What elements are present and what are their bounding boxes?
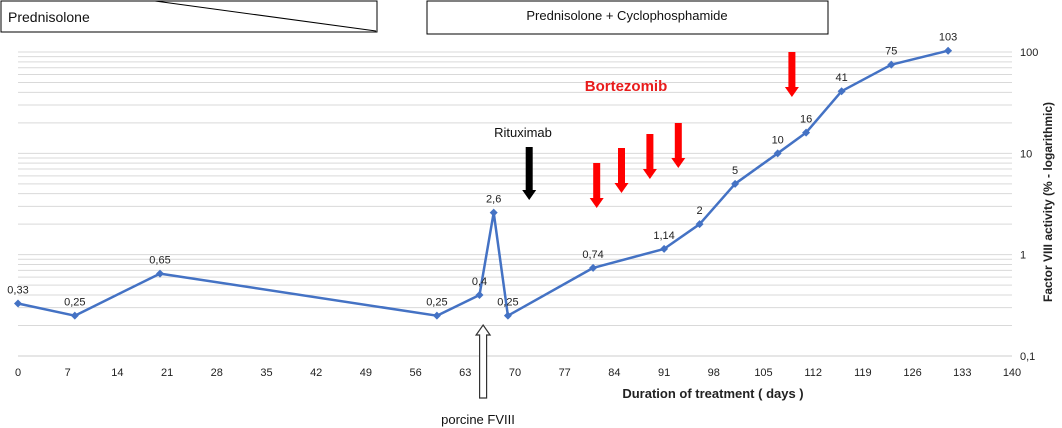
data-label: 103 (939, 32, 957, 44)
data-label: 0,25 (64, 297, 85, 309)
data-label: 41 (835, 72, 847, 84)
x-tick-label: 7 (65, 367, 71, 379)
data-label: 2,6 (486, 194, 501, 206)
data-label: 5 (732, 165, 738, 177)
x-tick-label: 112 (804, 367, 822, 379)
data-label: 0,25 (426, 297, 447, 309)
x-tick-label: 49 (360, 367, 372, 379)
prednisolone-box (0, 0, 378, 33)
bortezomib-label: Bortezomib (585, 78, 668, 95)
porcine-fviii-label: porcine FVIII (441, 412, 515, 427)
data-point (802, 128, 811, 137)
data-point (589, 263, 598, 272)
data-label: 0,65 (149, 255, 170, 267)
series-factor-viii (14, 46, 953, 320)
data-point (773, 149, 782, 158)
bortezomib-arrow (784, 52, 799, 97)
data-point (837, 87, 846, 96)
x-tick-label: 133 (953, 367, 971, 379)
y-tick-label: 10 (1020, 148, 1032, 160)
data-label: 0,25 (497, 297, 518, 309)
data-point (475, 290, 484, 299)
bortezomib-arrow (642, 134, 657, 179)
data-label: 1,14 (653, 230, 674, 242)
x-tick-label: 84 (608, 367, 620, 379)
x-tick-label: 91 (658, 367, 670, 379)
x-tick-label: 56 (409, 367, 421, 379)
data-point (887, 60, 896, 69)
data-point (432, 311, 441, 320)
treatment-arrows (474, 52, 799, 399)
y-tick-label: 100 (1020, 47, 1038, 59)
x-tick-label: 35 (260, 367, 272, 379)
x-tick-label: 70 (509, 367, 521, 379)
y-tick-label: 0,1 (1020, 351, 1035, 363)
x-tick-label: 119 (854, 367, 872, 379)
x-tick-label: 21 (161, 367, 173, 379)
x-tick-label: 14 (111, 367, 123, 379)
x-tick-label: 77 (559, 367, 571, 379)
data-point (695, 220, 704, 229)
data-point (944, 46, 953, 55)
y-tick-label: 1 (1020, 250, 1026, 262)
bortezomib-arrow (614, 148, 629, 193)
data-label: 16 (800, 114, 812, 126)
x-tick-label: 63 (459, 367, 471, 379)
series-line (17, 49, 949, 317)
grid (18, 51, 1012, 357)
x-tick-label: 0 (15, 367, 21, 379)
bortezomib-arrow (589, 163, 604, 208)
prednisolone-taper-line (154, 0, 377, 32)
rituximab-arrow (522, 147, 537, 200)
rituximab-label: Rituximab (494, 125, 552, 140)
data-point (731, 179, 740, 188)
y-tick-labels: 0,1 1 10 100 (1020, 47, 1038, 363)
data-point (503, 311, 512, 320)
data-label: 0,33 (7, 284, 28, 296)
x-axis-title: Duration of treatment ( days ) (622, 386, 803, 401)
x-tick-label: 98 (708, 367, 720, 379)
prednisolone-label: Prednisolone (8, 9, 90, 25)
data-point (489, 208, 498, 217)
treatment-boxes: Prednisolone Prednisolone + Cyclophospha… (0, 0, 829, 35)
porcine-fviii-arrow (474, 323, 492, 399)
combo-treatment-label: Prednisolone + Cyclophosphamide (526, 8, 727, 23)
combo-treatment-box (426, 0, 829, 35)
data-point (14, 299, 22, 308)
data-label: 2 (697, 205, 703, 217)
y-axis-title: Factor VIII activity (% - logarithmic) (1041, 102, 1055, 302)
data-point (660, 244, 669, 253)
bortezomib-arrow (671, 123, 686, 168)
x-tick-label: 126 (903, 367, 921, 379)
x-tick-label: 140 (1003, 367, 1021, 379)
data-label: 75 (885, 46, 897, 58)
data-label: 10 (772, 134, 784, 146)
data-label: 0,74 (582, 249, 603, 261)
data-point (156, 269, 164, 278)
data-label: 0,4 (472, 276, 487, 288)
x-tick-label: 105 (754, 367, 772, 379)
data-point (70, 311, 79, 320)
x-tick-label: 42 (310, 367, 322, 379)
x-tick-labels: 0 7 14 21 28 35 42 49 56 63 70 77 84 91 98 105 112 119 126… (15, 367, 1021, 379)
data-labels: 0,33 0,25 0,65 0,25 0,4 2,6 0,25 0,74 1,14 2 5 10 16… (7, 32, 957, 309)
x-tick-label: 28 (211, 367, 223, 379)
